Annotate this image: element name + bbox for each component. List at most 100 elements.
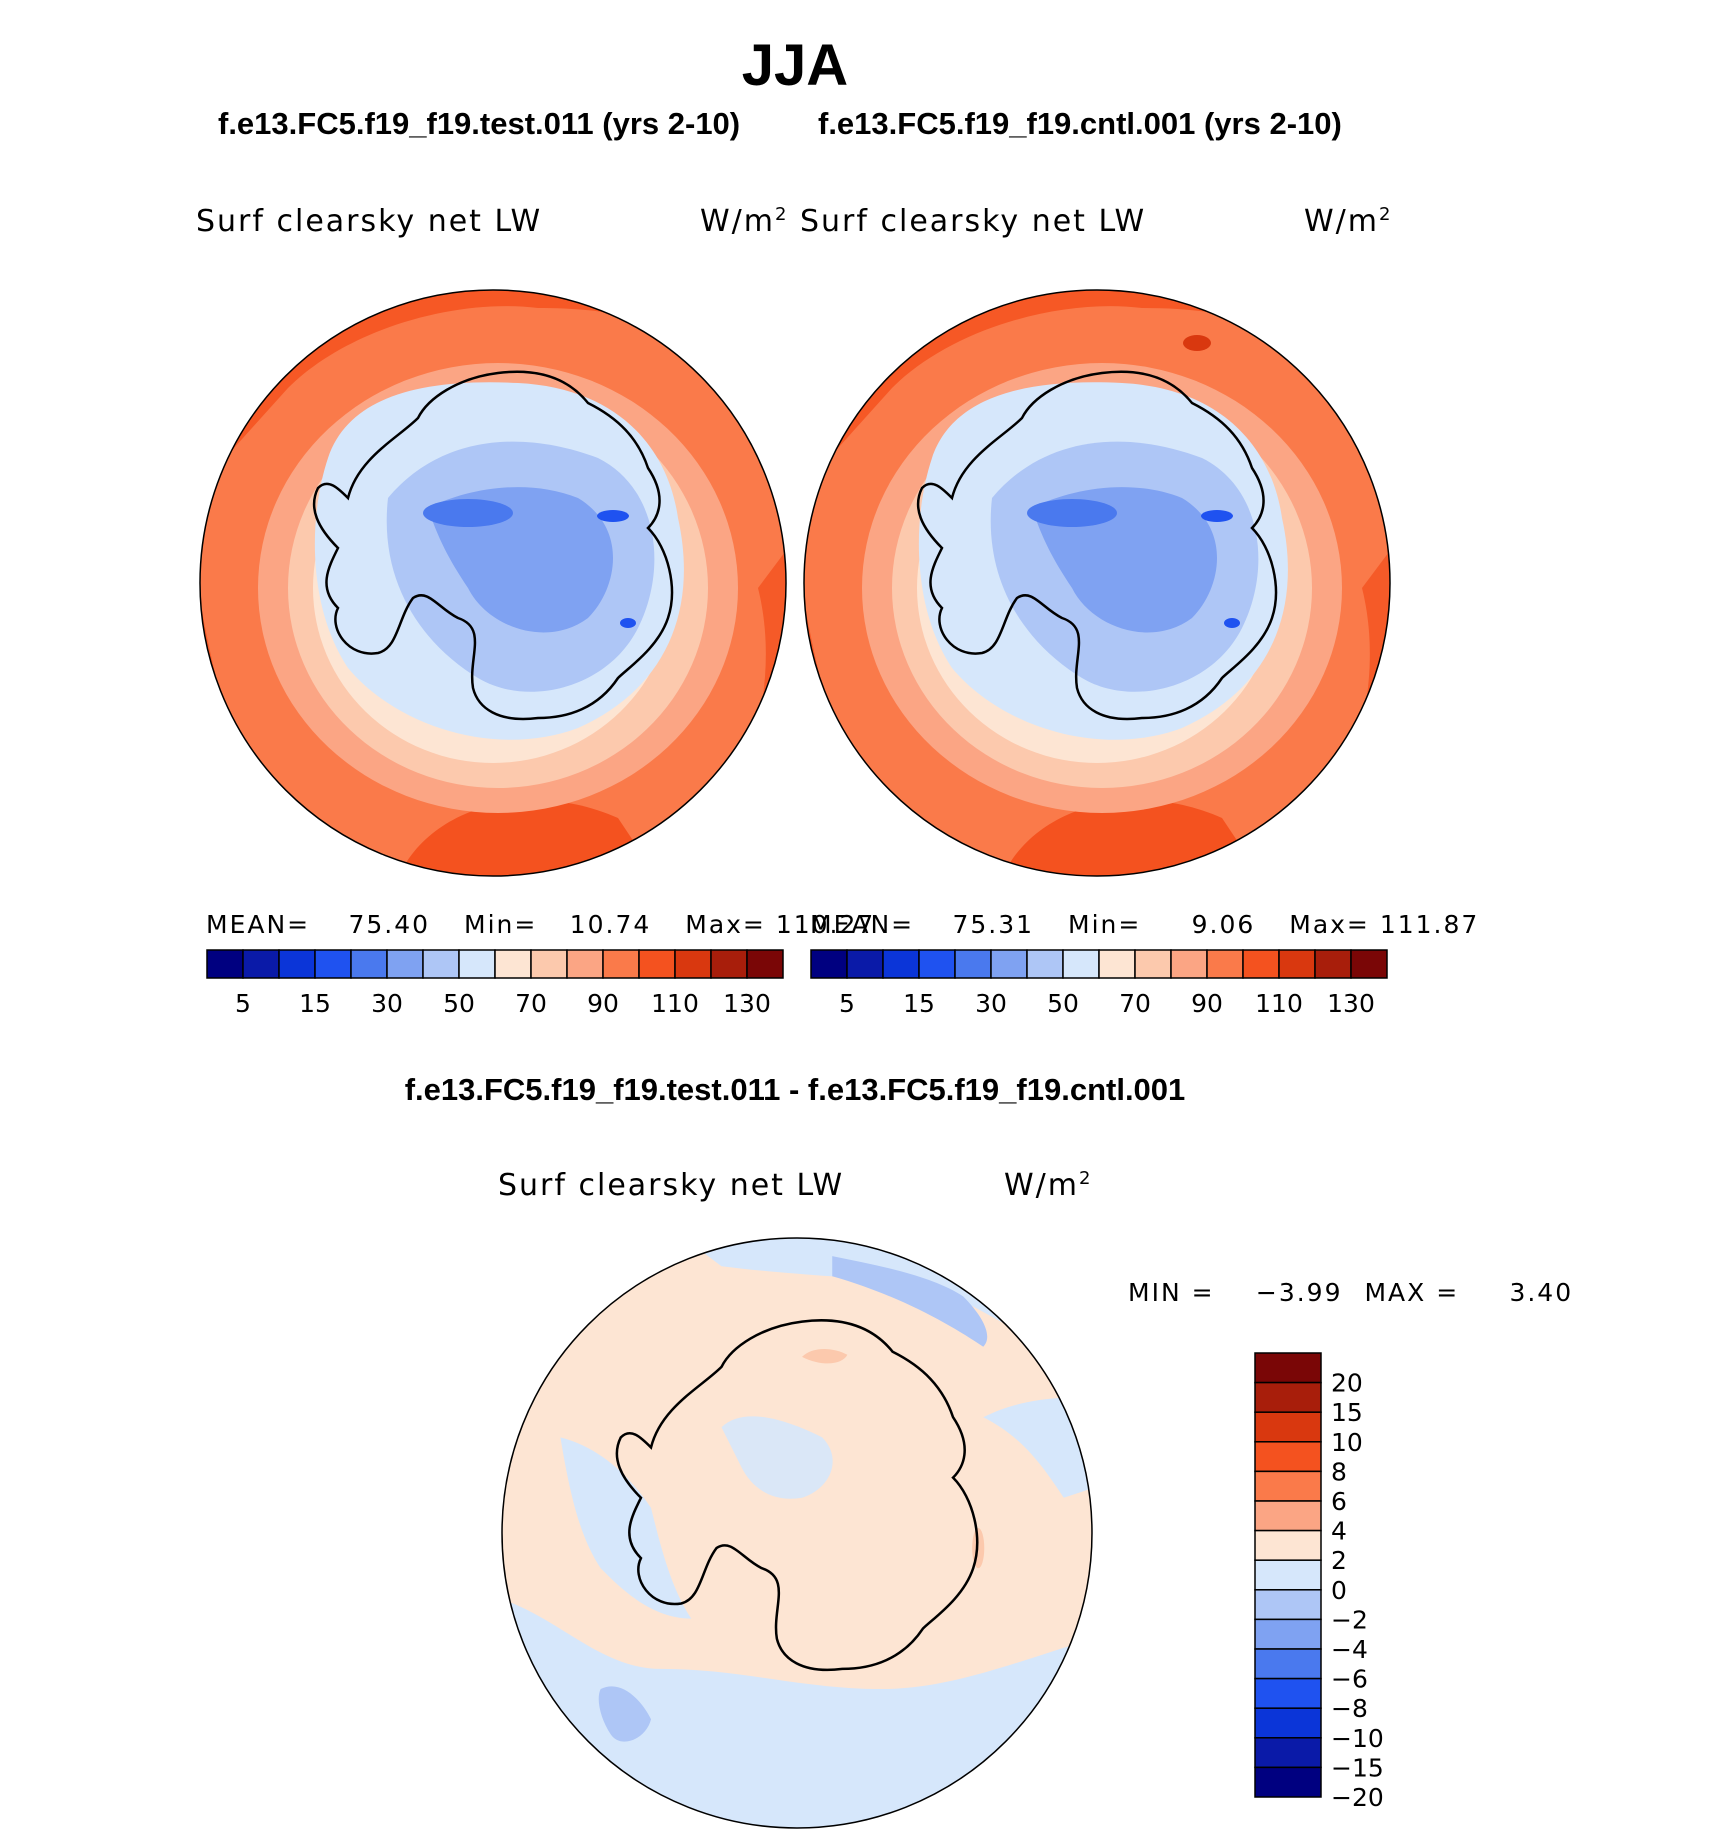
test-max-label: Max= (685, 910, 766, 939)
diff-colorbar-swatch (1254, 1441, 1322, 1473)
diff-min-label: MIN = (1128, 1278, 1215, 1307)
test-colorbar-swatch (386, 949, 424, 979)
test-max-value: 110.27 (775, 910, 876, 939)
control-colorbar-swatch (1242, 949, 1280, 979)
control-colorbar-tick-label: 70 (1119, 989, 1151, 1018)
diff-colorbar-tick-label: 15 (1331, 1398, 1363, 1427)
test-colorbar-tick-label: 70 (515, 989, 547, 1018)
control-colorbar-tick-label: 50 (1047, 989, 1079, 1018)
diff-colorbar-swatch (1254, 1529, 1322, 1561)
test-colorbar-tick-label: 5 (235, 989, 251, 1018)
control-min-value: 9.06 (1191, 910, 1256, 939)
control-stats: MEAN= 75.31 Min= 9.06 Max= 111.87 (810, 910, 1480, 939)
control-colorbar-tick-label: 5 (839, 989, 855, 1018)
test-units-label: W/m2 (700, 204, 789, 239)
diff-colorbar-swatch (1254, 1707, 1322, 1739)
test-colorbar-tick-label: 30 (371, 989, 403, 1018)
diff-colorbar-tick-label: −8 (1331, 1694, 1368, 1723)
test-min-label: Min= (464, 910, 538, 939)
control-colorbar-swatch (810, 949, 848, 979)
control-variable-label: Surf clearsky net LW (800, 204, 1147, 239)
control-colorbar-swatch (1098, 949, 1136, 979)
control-colorbar-swatch (1134, 949, 1172, 979)
control-min-label: Min= (1068, 910, 1142, 939)
test-colorbar-swatch (314, 949, 352, 979)
diff-colorbar-tick-label: 2 (1331, 1546, 1347, 1575)
control-max-value: 111.87 (1379, 910, 1480, 939)
diff-colorbar-swatch (1254, 1589, 1322, 1621)
test-colorbar-swatch (674, 949, 712, 979)
test-map (199, 289, 787, 877)
control-units-label: W/m2 (1304, 204, 1393, 239)
test-colorbar-swatch (278, 949, 316, 979)
control-colorbar-tick-label: 110 (1255, 989, 1303, 1018)
test-colorbar-swatch (206, 949, 244, 979)
diff-colorbar-swatch (1254, 1411, 1322, 1443)
diff-title: f.e13.FC5.f19_f19.test.011 - f.e13.FC5.f… (404, 1072, 1186, 1107)
test-colorbar-swatch (242, 949, 280, 979)
test-variable-label: Surf clearsky net LW (196, 204, 543, 239)
control-colorbar-tick-label: 130 (1327, 989, 1375, 1018)
diff-colorbar-tick-label: 6 (1331, 1487, 1347, 1516)
control-colorbar-swatch (1350, 949, 1388, 979)
diff-map (501, 1237, 1093, 1829)
diff-colorbar-tick-label: −6 (1331, 1665, 1368, 1694)
test-colorbar: 5 15 30 50 70 90 110 130 (206, 949, 784, 1018)
diff-variable-label: Surf clearsky net LW (498, 1168, 845, 1203)
control-colorbar-tick-label: 90 (1191, 989, 1223, 1018)
test-colorbar-tick-label: 110 (651, 989, 699, 1018)
control-case-title: f.e13.FC5.f19_f19.cntl.001 (yrs 2-10) (818, 106, 1342, 141)
diff-colorbar-swatch (1254, 1381, 1322, 1413)
test-colorbar-swatch (746, 949, 784, 979)
diff-colorbar-swatch (1254, 1618, 1322, 1650)
diff-colorbar-swatch (1254, 1352, 1322, 1384)
diff-colorbar-swatch (1254, 1648, 1322, 1680)
diff-colorbar-tick-label: −4 (1331, 1635, 1368, 1664)
test-colorbar-swatch (638, 949, 676, 979)
diff-max-value: 3.40 (1509, 1278, 1574, 1307)
diff-colorbar-tick-label: −15 (1331, 1753, 1384, 1782)
diff-colorbar-tick-label: −20 (1331, 1783, 1384, 1812)
test-colorbar-swatch (530, 949, 568, 979)
test-colorbar-swatch (602, 949, 640, 979)
test-case-title: f.e13.FC5.f19_f19.test.011 (yrs 2-10) (218, 106, 741, 141)
test-colorbar-swatch (494, 949, 532, 979)
control-colorbar-swatch (882, 949, 920, 979)
test-colorbar-tick-label: 50 (443, 989, 475, 1018)
diff-min-value: −3.99 (1255, 1278, 1343, 1307)
test-colorbar-tick-label: 15 (299, 989, 331, 1018)
test-colorbar-tick-label: 90 (587, 989, 619, 1018)
diff-colorbar-swatch (1254, 1500, 1322, 1532)
test-min-value: 10.74 (569, 910, 652, 939)
control-colorbar-swatch (1170, 949, 1208, 979)
diff-colorbar-swatch (1254, 1559, 1322, 1591)
test-colorbar-tick-label: 130 (723, 989, 771, 1018)
test-mean-label: MEAN= (206, 910, 311, 939)
diff-colorbar-tick-label: 0 (1331, 1576, 1347, 1605)
control-mean-label: MEAN= (810, 910, 915, 939)
diff-stats: MIN = −3.99 MAX = 3.40 (1128, 1278, 1573, 1307)
test-colorbar-swatch (566, 949, 604, 979)
diff-colorbar-swatch (1254, 1470, 1322, 1502)
control-colorbar: 5 15 30 50 70 90 110 130 (810, 949, 1388, 1018)
figure-title: JJA (741, 33, 849, 98)
control-colorbar-swatch (954, 949, 992, 979)
diff-colorbar-tick-label: 10 (1331, 1428, 1363, 1457)
control-colorbar-swatch (1026, 949, 1064, 979)
diff-colorbar-swatch (1254, 1677, 1322, 1709)
diff-colorbar-tick-label: 4 (1331, 1517, 1347, 1546)
control-colorbar-swatch (1206, 949, 1244, 979)
diff-colorbar-swatch (1254, 1737, 1322, 1769)
control-colorbar-swatch (918, 949, 956, 979)
control-colorbar-swatch (1314, 949, 1352, 979)
test-colorbar-swatch (422, 949, 460, 979)
control-colorbar-swatch (990, 949, 1028, 979)
test-colorbar-swatch (458, 949, 496, 979)
control-colorbar-swatch (1278, 949, 1316, 979)
control-colorbar-swatch (846, 949, 884, 979)
control-map (803, 289, 1391, 877)
control-colorbar-tick-label: 15 (903, 989, 935, 1018)
test-colorbar-swatch (350, 949, 388, 979)
control-mean-value: 75.31 (952, 910, 1035, 939)
diff-colorbar-tick-label: −2 (1331, 1605, 1368, 1634)
